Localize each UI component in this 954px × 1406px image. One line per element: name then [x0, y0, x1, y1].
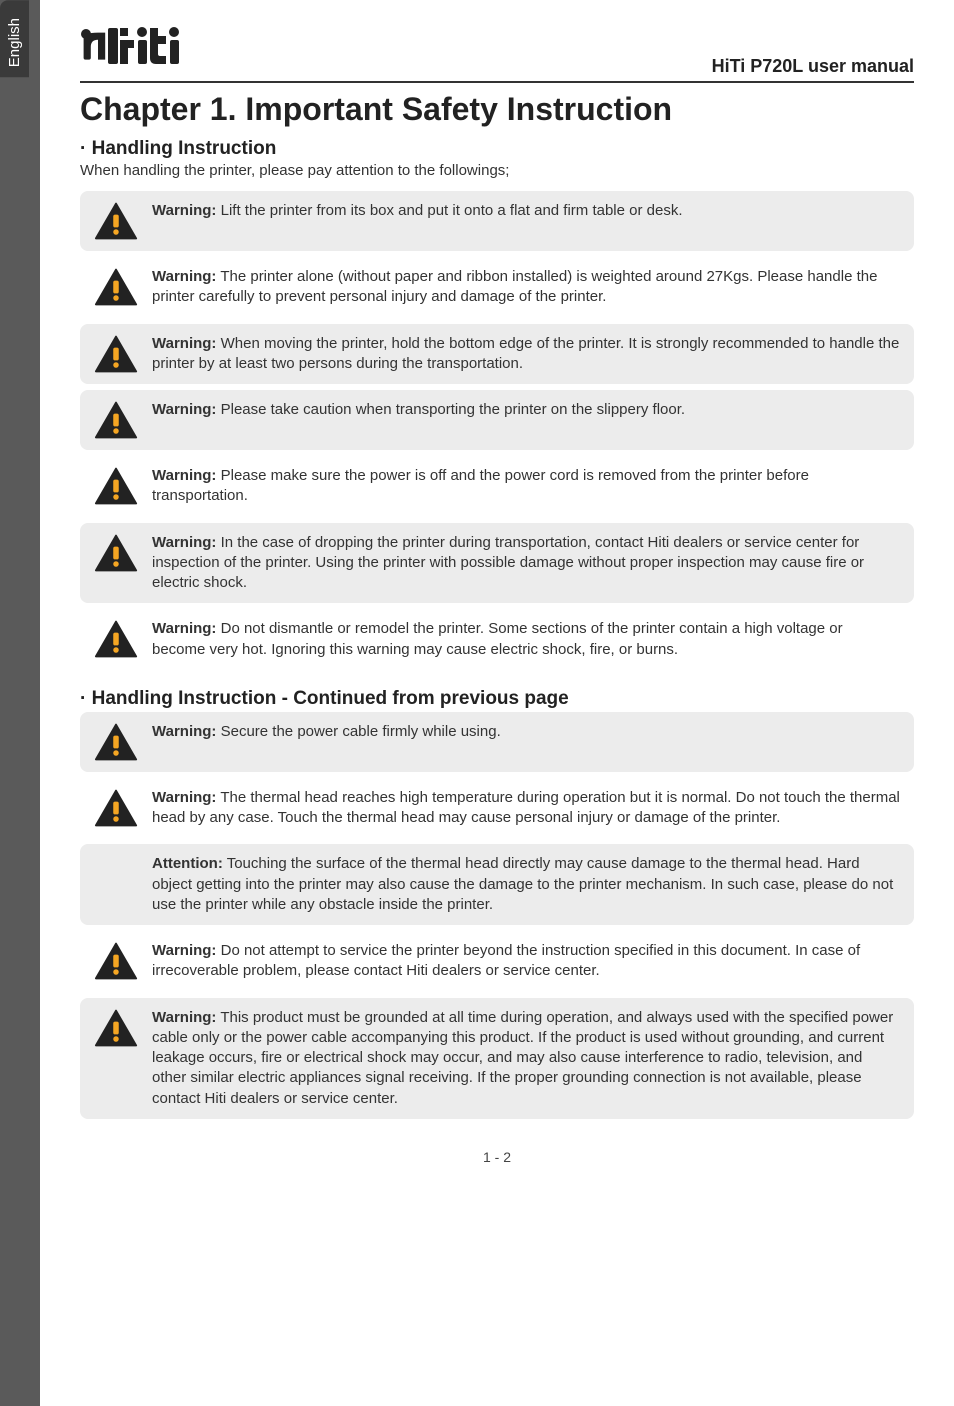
warning-text: Warning: The thermal head reaches high t…	[152, 788, 900, 829]
icon-spacer	[94, 854, 138, 855]
warning-label: Warning:	[152, 467, 216, 484]
warning-block: Warning: In the case of dropping the pri…	[80, 523, 914, 604]
warning-label: Warning:	[152, 942, 216, 959]
warning-block: Warning: The thermal head reaches high t…	[80, 778, 914, 839]
warning-body: Touching the surface of the thermal head…	[152, 855, 893, 913]
warning-body: Please take caution when transporting th…	[216, 401, 685, 418]
content-area: HiTi P720L user manual Chapter 1. Import…	[40, 0, 954, 1406]
warning-text: Warning: The printer alone (without pape…	[152, 267, 900, 308]
section2-title: · Handling Instruction - Continued from …	[80, 688, 914, 710]
warning-icon	[94, 941, 138, 981]
warning-block: Warning: Secure the power cable firmly w…	[80, 712, 914, 772]
warning-block: Warning: The printer alone (without pape…	[80, 257, 914, 318]
warnings-list-2: Warning: Secure the power cable firmly w…	[80, 712, 914, 1119]
warning-label: Warning:	[152, 534, 216, 551]
page-container: English	[0, 0, 954, 1406]
warning-text: Warning: Secure the power cable firmly w…	[152, 722, 501, 742]
warning-body: In the case of dropping the printer duri…	[152, 534, 864, 592]
warning-label: Warning:	[152, 401, 216, 418]
warning-icon	[94, 722, 138, 762]
warning-block: Warning: Do not attempt to service the p…	[80, 931, 914, 992]
warning-text: Warning: Lift the printer from its box a…	[152, 201, 683, 221]
page-number: 1 - 2	[80, 1149, 914, 1165]
warning-label: Warning:	[152, 620, 216, 637]
warning-body: When moving the printer, hold the bottom…	[152, 335, 899, 372]
warning-label: Warning:	[152, 268, 216, 285]
warning-text: Warning: In the case of dropping the pri…	[152, 533, 900, 594]
warning-body: Lift the printer from its box and put it…	[216, 202, 682, 219]
warning-text: Warning: Do not attempt to service the p…	[152, 941, 900, 982]
warning-block: Warning: This product must be grounded a…	[80, 998, 914, 1119]
warning-block: Warning: When moving the printer, hold t…	[80, 324, 914, 385]
warning-text: Warning: Please take caution when transp…	[152, 400, 685, 420]
language-tab: English	[0, 0, 29, 77]
warning-body: Do not dismantle or remodel the printer.…	[152, 620, 843, 657]
warning-label: Warning:	[152, 1009, 216, 1026]
warning-icon	[94, 400, 138, 440]
warning-block: Warning: Lift the printer from its box a…	[80, 191, 914, 251]
warning-block: Warning: Please take caution when transp…	[80, 390, 914, 450]
warning-label: Attention:	[152, 855, 223, 872]
brand-logo	[80, 20, 190, 77]
chapter-title: Chapter 1. Important Safety Instruction	[80, 91, 914, 128]
warning-icon	[94, 466, 138, 506]
warning-icon	[94, 201, 138, 241]
warning-text: Warning: When moving the printer, hold t…	[152, 334, 900, 375]
manual-title: HiTi P720L user manual	[712, 56, 914, 77]
header-row: HiTi P720L user manual	[80, 20, 914, 83]
warning-block: Attention: Touching the surface of the t…	[80, 844, 914, 925]
warning-body: This product must be grounded at all tim…	[152, 1009, 893, 1107]
warning-block: Warning: Do not dismantle or remodel the…	[80, 609, 914, 670]
warning-label: Warning:	[152, 202, 216, 219]
hiti-logo-svg	[80, 20, 190, 66]
warning-text: Attention: Touching the surface of the t…	[152, 854, 900, 915]
section1-intro: When handling the printer, please pay at…	[80, 162, 914, 179]
warning-icon	[94, 619, 138, 659]
warning-body: The printer alone (without paper and rib…	[152, 268, 877, 305]
warning-text: Warning: Please make sure the power is o…	[152, 466, 900, 507]
warning-icon	[94, 1008, 138, 1048]
warnings-list-1: Warning: Lift the printer from its box a…	[80, 191, 914, 670]
warning-label: Warning:	[152, 789, 216, 806]
warning-label: Warning:	[152, 335, 216, 352]
warning-body: Do not attempt to service the printer be…	[152, 942, 860, 979]
warning-block: Warning: Please make sure the power is o…	[80, 456, 914, 517]
warning-icon	[94, 533, 138, 573]
section1-title: · Handling Instruction	[80, 138, 914, 160]
warning-icon	[94, 334, 138, 374]
warning-label: Warning:	[152, 723, 216, 740]
warning-icon	[94, 788, 138, 828]
warning-text: Warning: Do not dismantle or remodel the…	[152, 619, 900, 660]
warning-body: The thermal head reaches high temperatur…	[152, 789, 900, 826]
warning-icon	[94, 267, 138, 307]
warning-text: Warning: This product must be grounded a…	[152, 1008, 900, 1109]
warning-body: Secure the power cable firmly while usin…	[216, 723, 500, 740]
warning-body: Please make sure the power is off and th…	[152, 467, 809, 504]
